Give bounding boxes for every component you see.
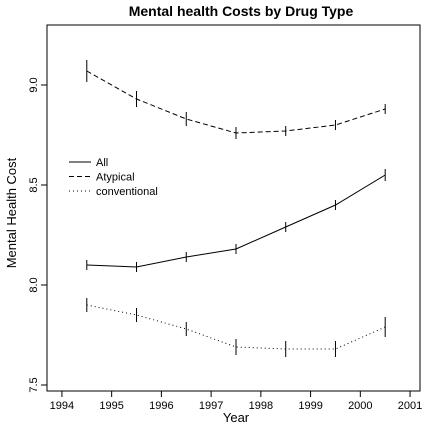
y-tick-label: 8.5 bbox=[28, 177, 40, 192]
x-tick-label: 2001 bbox=[398, 400, 422, 412]
x-tick-label: 1994 bbox=[50, 400, 74, 412]
x-tick-label: 1999 bbox=[298, 400, 322, 412]
series-atypical bbox=[86, 60, 386, 139]
chart-title: Mental health Costs by Drug Type bbox=[129, 3, 354, 19]
y-axis: 7.5 8.0 8.5 9.0 bbox=[28, 77, 47, 393]
plot-frame bbox=[46, 24, 421, 392]
series-conventional bbox=[86, 298, 386, 357]
x-axis: 1994 1995 1996 1997 1998 1999 2000 2001 bbox=[50, 391, 422, 412]
y-tick-label: 7.5 bbox=[28, 377, 40, 392]
y-tick-label: 8.0 bbox=[28, 277, 40, 292]
legend: All Atypical conventional bbox=[69, 157, 158, 198]
y-axis-label: Mental Health Cost bbox=[4, 157, 19, 268]
x-tick-label: 1997 bbox=[199, 400, 223, 412]
series-all bbox=[86, 169, 386, 272]
series-line-atypical bbox=[86, 70, 386, 134]
x-tick-label: 2000 bbox=[348, 400, 372, 412]
series-layer bbox=[86, 60, 386, 357]
legend-label: conventional bbox=[96, 186, 158, 198]
x-axis-label: Year bbox=[223, 410, 250, 425]
x-tick-label: 1996 bbox=[149, 400, 173, 412]
x-tick-label: 1998 bbox=[249, 400, 273, 412]
y-tick-label: 9.0 bbox=[28, 77, 40, 92]
legend-label: All bbox=[96, 157, 108, 169]
legend-label: Atypical bbox=[96, 172, 135, 184]
x-tick-label: 1995 bbox=[99, 400, 123, 412]
